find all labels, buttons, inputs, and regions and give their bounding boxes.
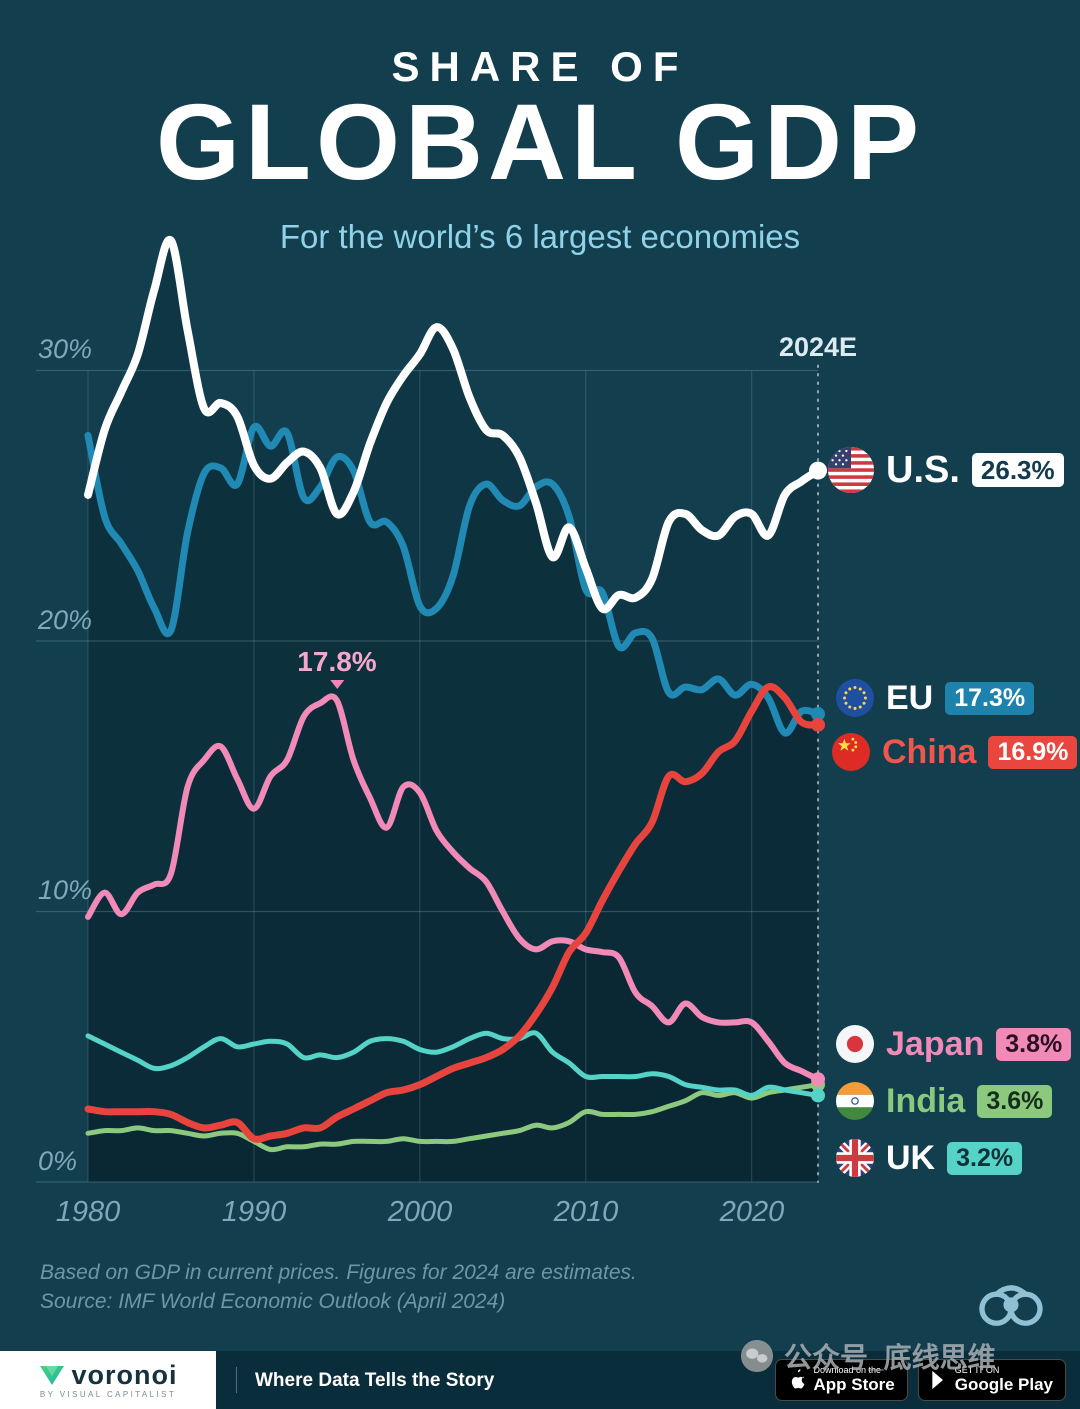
- end-dot-U.S.: [809, 461, 827, 480]
- footnote-line2: Source: IMF World Economic Outlook (Apri…: [40, 1290, 506, 1313]
- line-India: [85, 1082, 821, 1153]
- x-tick-1990: 1990: [221, 1196, 287, 1228]
- legend-row-china: China 16.9%: [832, 733, 1078, 771]
- legend-china-label: China: [882, 733, 977, 771]
- india-flag-icon: [836, 1082, 874, 1120]
- legend-china-value-badge: 16.9%: [988, 735, 1078, 769]
- y-tick-30: 30%: [38, 334, 93, 364]
- us-flag-icon: [828, 447, 874, 493]
- legend-row-us: U.S. 26.3%: [828, 447, 1064, 493]
- legend-row-japan: Japan 3.8%: [836, 1025, 1072, 1063]
- legend-eu-label: EU: [886, 679, 934, 717]
- subtitle: For the world’s 6 largest economies: [279, 218, 801, 255]
- uk-flag-icon: [836, 1139, 874, 1177]
- x-tick-2020: 2020: [719, 1196, 785, 1228]
- footnote-line1: Based on GDP in current prices. Figures …: [40, 1261, 637, 1284]
- china-flag-icon: [832, 733, 870, 771]
- voronoi-logo-icon: [39, 1363, 65, 1387]
- japan-peak-annotation: 17.8%: [297, 646, 377, 689]
- y-tick-0: 0%: [38, 1146, 78, 1176]
- x-tick-2010: 2010: [553, 1196, 619, 1228]
- legend-row-uk: UK 3.2%: [836, 1139, 1023, 1177]
- end-dot-Japan: [811, 1072, 825, 1087]
- line-U.S.: [84, 235, 822, 614]
- line-UK: [85, 1030, 821, 1098]
- app-store-top-text: Download on the: [813, 1365, 882, 1376]
- legend-uk-label: UK: [886, 1139, 936, 1177]
- legend-row-eu: EU 17.3%: [836, 679, 1035, 717]
- wechat-icon: [740, 1339, 774, 1373]
- x-tick-2000: 2000: [387, 1196, 453, 1228]
- brand-subtitle: BY VISUAL CAPITALIST: [39, 1389, 177, 1399]
- legend-eu-value-badge: 17.3%: [945, 681, 1035, 715]
- watermark: 公众号_底线思维: [740, 1336, 996, 1376]
- watermark-text: 公众号_底线思维: [784, 1342, 996, 1373]
- google-play-badge[interactable]: GET IT ON Google Play: [917, 1359, 1066, 1401]
- end-dot-UK: [811, 1088, 825, 1103]
- kicker: SHARE OF: [391, 43, 689, 90]
- area-U.S.: [88, 239, 818, 1182]
- annotation-pointer-icon: [330, 680, 344, 689]
- x-tick-1980: 1980: [55, 1196, 121, 1228]
- google-play-bottom-text: Google Play: [954, 1375, 1053, 1395]
- line-China: [84, 683, 822, 1143]
- footer-tagline: Where Data Tells the Story: [255, 1369, 495, 1391]
- area-China: [88, 686, 818, 1182]
- footer-bar: voronoi BY VISUAL CAPITALIST Where Data …: [0, 1351, 1080, 1409]
- apple-icon: [788, 1369, 806, 1391]
- area-Japan: [88, 696, 818, 1182]
- japan-flag-icon: [836, 1025, 874, 1063]
- legend-row-india: India 3.6%: [836, 1082, 1053, 1120]
- eu-flag-icon: [836, 679, 874, 717]
- brand-name: voronoi: [71, 1359, 178, 1390]
- app-store-bottom-text: App Store: [813, 1375, 895, 1395]
- google-play-top-text: GET IT ON: [954, 1365, 1000, 1376]
- legend-us-value-badge: 26.3%: [971, 453, 1064, 487]
- legend-india-value-badge: 3.6%: [977, 1084, 1053, 1118]
- footer-divider: [236, 1367, 237, 1393]
- line-Japan: [85, 693, 821, 1083]
- page-title: GLOBAL GDP: [155, 81, 925, 202]
- legend-uk-value-badge: 3.2%: [947, 1141, 1023, 1175]
- line-EU: [84, 422, 822, 737]
- legend-japan-label: Japan: [886, 1025, 985, 1063]
- legend-japan-value-badge: 3.8%: [996, 1027, 1072, 1061]
- app-store-badge[interactable]: Download on the App Store: [774, 1359, 908, 1401]
- legend-india-label: India: [886, 1082, 966, 1120]
- legend-us-label: U.S.: [886, 449, 960, 491]
- end-dot-China: [811, 717, 825, 732]
- google-play-icon: [931, 1370, 947, 1390]
- y-tick-20: 20%: [38, 605, 93, 635]
- y-tick-10: 10%: [38, 875, 93, 905]
- voronoi-brand: voronoi BY VISUAL CAPITALIST: [0, 1351, 216, 1409]
- voronoi-binoculars-logo-icon: [972, 1270, 1050, 1330]
- japan-peak-value: 17.8%: [297, 646, 377, 677]
- end-dot-EU: [811, 707, 825, 722]
- end-year-label: 2024E: [778, 332, 858, 362]
